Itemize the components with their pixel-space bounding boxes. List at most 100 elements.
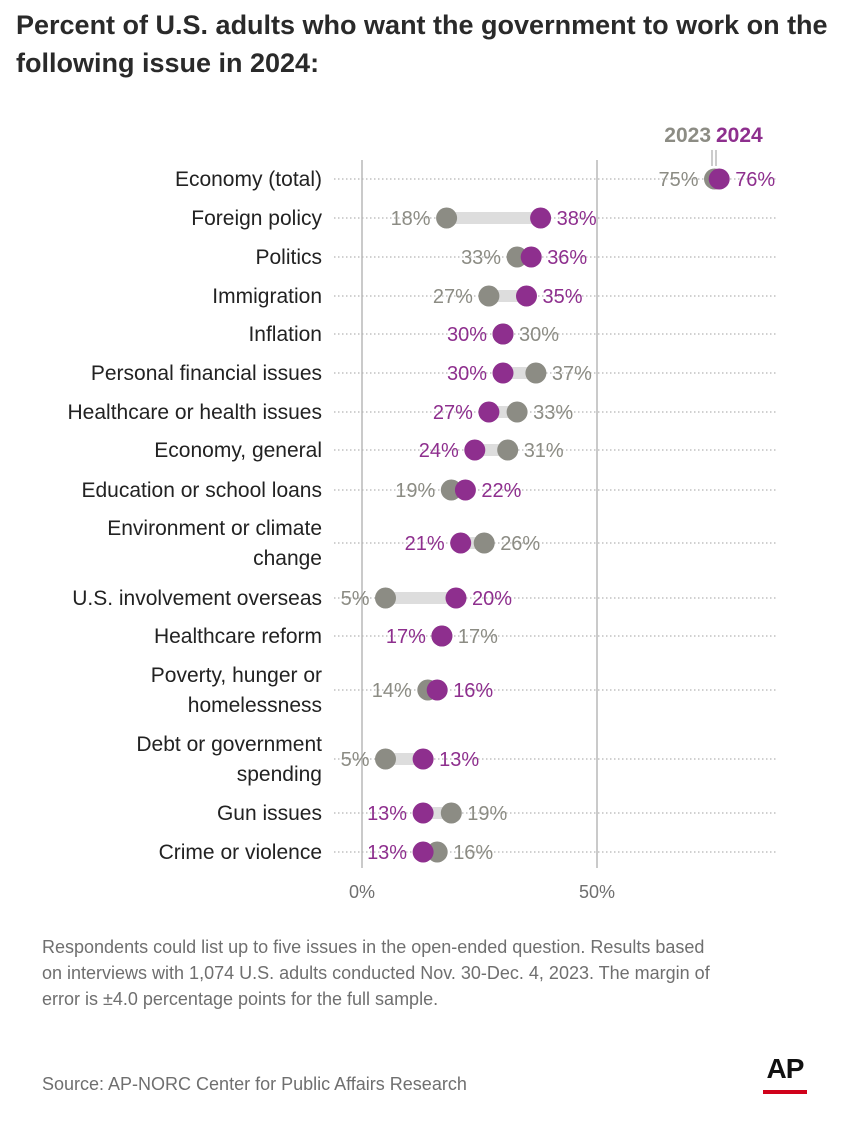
value-label-2023: 19% xyxy=(467,803,507,825)
dot-2024 xyxy=(478,401,500,423)
dot-2024 xyxy=(530,207,552,229)
value-label-2023: 5% xyxy=(341,749,370,771)
issue-row: Healthcare or health issues 27% 33% xyxy=(68,401,778,424)
dot-2023 xyxy=(440,802,462,824)
value-label-2024: 35% xyxy=(543,286,583,308)
row-label: Gun issues xyxy=(217,802,322,825)
dot-plot-chart: Economy (total) 75% 76% Foreign policy 18% 38… xyxy=(68,124,778,902)
source-text: Source: AP-NORC Center for Public Affair… xyxy=(42,1074,467,1094)
row-label: Inflation xyxy=(248,323,322,346)
value-label-2023: 75% xyxy=(658,169,698,191)
value-label-2024: 20% xyxy=(472,588,512,610)
row-label-line1: Debt or government xyxy=(136,733,322,756)
value-label-2023: 19% xyxy=(395,480,435,502)
row-label: Immigration xyxy=(212,285,322,308)
value-label-2024: 17% xyxy=(386,626,426,648)
dot-2024 xyxy=(454,479,476,501)
value-label-2023: 14% xyxy=(372,680,412,702)
value-label-2024: 13% xyxy=(439,749,479,771)
row-label: Personal financial issues xyxy=(91,362,322,385)
dot-2023 xyxy=(375,587,396,609)
x-tick-label: 50% xyxy=(579,882,615,902)
dot-2024 xyxy=(426,679,448,701)
row-label: Economy (total) xyxy=(175,168,322,191)
legend-layer: 2023 2024 xyxy=(664,124,763,166)
issue-row: Inflation 30% 30% xyxy=(248,323,778,346)
legend-2023: 2023 xyxy=(664,124,711,147)
dot-2024 xyxy=(431,625,453,647)
row-label-line2: spending xyxy=(237,763,322,786)
ap-logo: AP xyxy=(763,1052,807,1094)
value-label-2023: 27% xyxy=(433,286,473,308)
ap-logo-underline xyxy=(763,1090,807,1094)
row-label: Economy, general xyxy=(154,439,322,462)
legend-2024: 2024 xyxy=(716,124,763,147)
dot-2023 xyxy=(436,207,458,229)
dot-2024 xyxy=(412,748,434,770)
dot-2024 xyxy=(520,246,542,268)
value-label-2023: 30% xyxy=(519,324,559,346)
issue-row: Foreign policy 18% 38% xyxy=(191,207,778,230)
value-label-2024: 24% xyxy=(419,440,459,462)
value-label-2024: 13% xyxy=(367,842,407,864)
dot-2023 xyxy=(497,439,519,461)
row-label-line2: change xyxy=(253,547,322,570)
value-label-2024: 21% xyxy=(405,533,445,555)
dot-2023 xyxy=(473,532,495,554)
value-label-2024: 38% xyxy=(557,208,597,230)
value-label-2023: 33% xyxy=(533,402,573,424)
value-label-2024: 27% xyxy=(433,402,473,424)
dot-2023 xyxy=(525,362,547,384)
dot-2024 xyxy=(412,802,434,824)
issue-row: Gun issues 13% 19% xyxy=(217,802,778,825)
dot-2023 xyxy=(478,285,500,307)
axis-layer: 0% 50% xyxy=(349,882,615,902)
issue-row: Debt or government spending 5% 13% xyxy=(136,733,778,786)
grid-layer xyxy=(361,160,598,868)
row-label-line1: Environment or climate xyxy=(107,517,322,540)
issue-row: Environment or climate change 21% 26% xyxy=(107,517,778,570)
row-label: Healthcare or health issues xyxy=(68,401,322,424)
value-label-2024: 13% xyxy=(367,803,407,825)
issue-row: Economy (total) 75% 76% xyxy=(175,168,778,191)
value-label-2024: 30% xyxy=(447,324,487,346)
row-label: Foreign policy xyxy=(191,207,322,230)
row-label-line2: homelessness xyxy=(188,694,322,717)
row-label: Politics xyxy=(255,246,322,269)
value-label-2024: 36% xyxy=(547,247,587,269)
value-label-2023: 26% xyxy=(500,533,540,555)
methodology-note: Respondents could list up to five issues… xyxy=(42,937,710,1009)
value-label-2023: 31% xyxy=(524,440,564,462)
issue-row: Poverty, hunger or homelessness 14% 16% xyxy=(151,664,778,717)
value-label-2024: 30% xyxy=(447,363,487,385)
issue-row: Immigration 27% 35% xyxy=(212,285,778,308)
value-label-2023: 33% xyxy=(461,247,501,269)
value-label-2024: 22% xyxy=(481,480,521,502)
chart-title: Percent of U.S. adults who want the gove… xyxy=(16,10,828,78)
issue-row: Politics 33% 36% xyxy=(255,246,778,269)
row-label: U.S. involvement overseas xyxy=(72,587,322,610)
value-label-2024: 76% xyxy=(735,169,775,191)
dot-2023 xyxy=(375,748,396,770)
value-label-2023: 5% xyxy=(341,588,370,610)
value-label-2024: 16% xyxy=(453,680,493,702)
dot-2024 xyxy=(450,532,472,554)
row-label: Crime or violence xyxy=(159,841,322,864)
row-label: Healthcare reform xyxy=(154,625,322,648)
dot-2024 xyxy=(412,841,434,863)
dot-2024 xyxy=(492,362,514,384)
dot-2024 xyxy=(492,323,514,345)
dot-2024 xyxy=(708,168,730,190)
issue-row: Education or school loans 19% 22% xyxy=(82,479,778,502)
value-label-2023: 18% xyxy=(391,208,431,230)
rows-layer: Economy (total) 75% 76% Foreign policy 18% 38… xyxy=(68,168,778,864)
issue-row: Personal financial issues 30% 37% xyxy=(91,362,778,385)
row-label: Education or school loans xyxy=(82,479,323,502)
row-label-line1: Poverty, hunger or xyxy=(151,664,322,687)
dot-2024 xyxy=(464,439,486,461)
issue-row: U.S. involvement overseas 5% 20% xyxy=(72,587,778,610)
dot-2024 xyxy=(445,587,467,609)
issue-row: Healthcare reform 17% 17% xyxy=(154,625,778,648)
x-tick-label: 0% xyxy=(349,882,375,902)
dot-2024 xyxy=(516,285,537,307)
